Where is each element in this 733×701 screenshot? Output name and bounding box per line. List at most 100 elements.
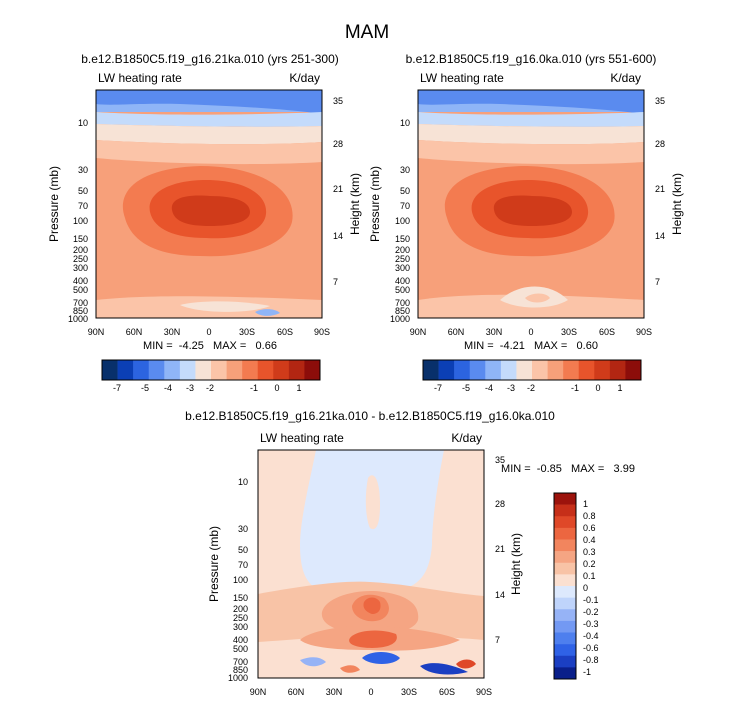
panel-left-plot-frame [95,89,323,319]
panel-left-min-max: MIN = -4.25 MAX = 0.66 [143,340,277,352]
y-tick-label: 400 [395,276,410,286]
panel-right-y-axis-right: 35 28 21 14 7 [655,96,665,287]
colorbar-swatch [609,360,626,380]
x-tick-label: 60N [126,327,143,337]
y-right-tick-label: 28 [333,139,343,149]
panel-left-variable-label: LW heating rate [98,71,182,85]
colorbar-tick-label: 0.1 [583,571,596,581]
colorbar-tick-label: -3 [507,383,515,393]
colorbar-swatch [423,360,439,380]
colorbar-swatch [554,655,576,668]
y-tick-label: 250 [395,254,410,264]
x-tick-label: 30N [486,327,503,337]
x-tick-label: 90N [250,687,267,697]
x-tick-label: 30S [561,327,577,337]
y-tick-label: 300 [73,263,88,273]
colorbar-swatch [500,360,517,380]
y-right-tick-label: 7 [333,277,338,287]
colorbar-tick-label: 0 [583,583,588,593]
y-tick-label: 70 [238,560,248,570]
x-tick-label: 60S [439,687,455,697]
panel-left-colorbar [101,359,321,381]
panel-difference-y-label: Pressure (mb) [207,526,221,602]
x-tick-label: 30N [326,687,343,697]
colorbar-swatch [554,562,576,575]
x-tick-label: 30N [164,327,181,337]
y-tick-label: 850 [73,306,88,316]
colorbar-swatch [554,609,576,622]
colorbar-swatch [554,586,576,598]
colorbar-swatch [554,597,576,610]
y-tick-label: 70 [400,201,410,211]
y-tick-label: 850 [395,306,410,316]
y-tick-label: 50 [400,186,410,196]
panel-right-y-axis: 10 30 50 70 100 150 200 250 300 400 500 … [390,118,410,324]
panel-difference-x-axis: 90N 60N 30N 0 30S 60S 90S [250,687,492,697]
panel-left-y-axis: 10 30 50 70 100 150 200 250 300 400 500 … [68,118,88,324]
colorbar-frame [101,359,321,381]
panel-left-x-axis: 90N 60N 30N 0 30S 60S 90S [88,327,330,337]
y-tick-label: 50 [78,186,88,196]
panel-left: b.e12.B1850C5.f19_g16.21ka.010 (yrs 251-… [47,52,362,393]
x-tick-label: 0 [368,687,373,697]
y-tick-label: 250 [73,254,88,264]
colorbar-tick-label: -2 [527,383,535,393]
panel-right-y-label: Pressure (mb) [368,166,382,242]
colorbar-swatch [148,360,165,380]
y-tick-label: 850 [233,665,248,675]
y-tick-label: 100 [395,216,410,226]
x-tick-label: 90N [410,327,427,337]
colorbar-swatch [304,360,321,380]
panel-right-colorbar-ticks: -7 -5 -4 -3 -2 -1 0 1 [434,383,623,393]
colorbar-tick-label: 0 [274,383,279,393]
colorbar-tick-label: -2 [206,383,214,393]
y-tick-label: 1000 [390,314,410,324]
panel-left-field [96,90,322,318]
y-tick-label: 30 [78,165,88,175]
colorbar-swatch [554,667,576,680]
colorbar-swatch [554,504,576,517]
panel-right-plot-frame [417,89,645,319]
panel-right-field [418,90,644,318]
y-tick-label: 150 [73,234,88,244]
colorbar-swatch [133,360,150,380]
colorbar-tick-label: -0.3 [583,619,599,629]
y-tick-label: 500 [233,644,248,654]
y-tick-label: 150 [395,234,410,244]
y-tick-label: 30 [400,165,410,175]
colorbar-swatch [554,574,576,587]
colorbar-tick-label: -5 [141,383,149,393]
colorbar-tick-label: -3 [186,383,194,393]
colorbar-swatch [554,516,576,529]
colorbar-swatch [485,360,502,380]
colorbar-swatch [547,360,564,380]
colorbar-tick-label: -1 [250,383,258,393]
colorbar-tick-label: 0.8 [583,511,596,521]
x-tick-label: 30S [401,687,417,697]
panel-left-colorbar-ticks: -7 -5 -4 -3 -2 -1 0 1 [113,383,302,393]
colorbar-swatch [532,360,548,380]
y-tick-label: 700 [73,298,88,308]
colorbar-swatch [554,527,576,540]
y-right-tick-label: 7 [655,277,660,287]
colorbar-tick-label: 0.4 [583,535,596,545]
panel-right-title: b.e12.B1850C5.f19_g16.0ka.010 (yrs 551-6… [406,52,657,66]
panel-left-y-label: Pressure (mb) [47,166,61,242]
y-tick-label: 30 [238,524,248,534]
y-tick-label: 100 [73,216,88,226]
y-tick-label: 700 [395,298,410,308]
colorbar-tick-label: -1 [571,383,579,393]
y-right-tick-label: 21 [495,544,505,554]
panel-right-colorbar [422,359,642,381]
y-tick-label: 70 [78,201,88,211]
colorbar-swatch [516,360,533,380]
colorbar-swatch [179,360,196,380]
y-tick-label: 1000 [68,314,88,324]
colorbar-swatch [257,360,274,380]
colorbar-swatch [438,360,455,380]
figure-title: MAM [345,22,389,43]
panel-difference-y-label-right: Height (km) [509,533,523,595]
colorbar-tick-label: -7 [113,383,121,393]
colorbar-tick-label: -4 [164,383,172,393]
panel-difference-units-label: K/day [451,431,482,445]
